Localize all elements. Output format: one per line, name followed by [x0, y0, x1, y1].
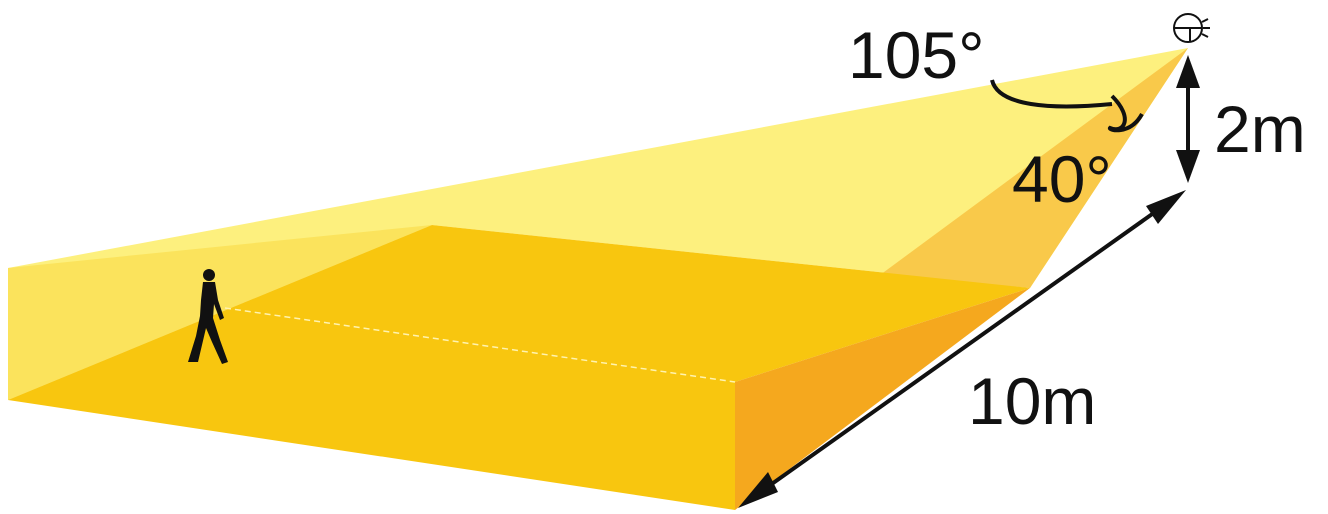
vertical-angle-arc [1107, 94, 1144, 133]
beam-inner-side [880, 48, 1188, 288]
detection-range-label: 10m [968, 364, 1096, 438]
vertical-angle-label: 40° [1012, 142, 1112, 216]
walking-person-icon [188, 269, 228, 364]
horizontal-angle-arc [990, 79, 1113, 109]
floor-guide-line [224, 307, 736, 383]
beam-top-plane [8, 48, 1188, 400]
horizontal-angle-label: 105° [848, 18, 985, 92]
pir-sensor-icon [1173, 13, 1210, 43]
height-arrow [1176, 55, 1200, 183]
mount-height-label: 2m [1214, 92, 1306, 166]
floor-plane [8, 225, 1030, 510]
beam-near-side [735, 288, 1030, 510]
range-arrow [738, 190, 1186, 508]
